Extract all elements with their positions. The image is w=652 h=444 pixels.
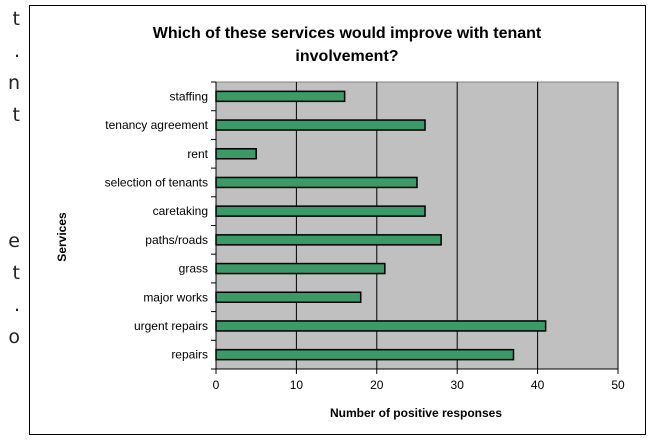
y-tick-label: tenancy agreement — [105, 118, 208, 132]
chart-title-line-2: involvement? — [295, 48, 398, 65]
x-tick-label: 30 — [451, 378, 465, 392]
x-tick-label: 20 — [370, 378, 384, 392]
y-tick-label: major works — [143, 290, 208, 304]
y-tick-label: urgent repairs — [134, 319, 208, 333]
bar — [215, 176, 418, 189]
bar — [215, 205, 426, 217]
edge-fragment: t — [12, 104, 20, 126]
edge-fragment: . — [13, 294, 20, 316]
bar-chart: Which of these services would improve wi… — [55, 25, 625, 420]
x-tick-label: 40 — [531, 378, 545, 392]
edge-fragment: t — [12, 262, 20, 284]
bar — [215, 291, 362, 303]
edge-fragment: . — [13, 40, 20, 62]
bar — [215, 148, 257, 160]
chart-title-line-1: Which of these services would improve wi… — [153, 25, 542, 42]
y-tick-label: repairs — [171, 348, 208, 362]
bar — [215, 320, 547, 332]
cropped-text-fragments: t . n t e t . o — [0, 0, 40, 444]
chart-frame: Which of these services would improve wi… — [29, 5, 646, 435]
bar — [215, 234, 442, 246]
edge-fragment: e — [8, 230, 20, 252]
y-axis-label: Services — [55, 212, 69, 262]
y-tick-label: rent — [187, 147, 208, 161]
y-tick-label: caretaking — [153, 204, 208, 218]
edge-fragment: o — [8, 326, 20, 348]
y-tick-label: staffing — [170, 89, 208, 103]
edge-fragment: n — [7, 72, 20, 94]
bar — [215, 90, 346, 103]
y-tick-label: grass — [179, 262, 208, 276]
x-tick-label: 0 — [213, 378, 220, 392]
x-tick-label: 10 — [290, 378, 304, 392]
edge-fragment: t — [12, 8, 20, 30]
bar — [215, 262, 386, 275]
x-axis-label: Number of positive responses — [330, 406, 502, 420]
y-tick-label: selection of tenants — [105, 175, 208, 189]
x-tick-label: 50 — [611, 378, 625, 392]
y-tick-label: paths/roads — [145, 233, 208, 247]
bar — [215, 348, 515, 361]
bar — [215, 119, 426, 131]
